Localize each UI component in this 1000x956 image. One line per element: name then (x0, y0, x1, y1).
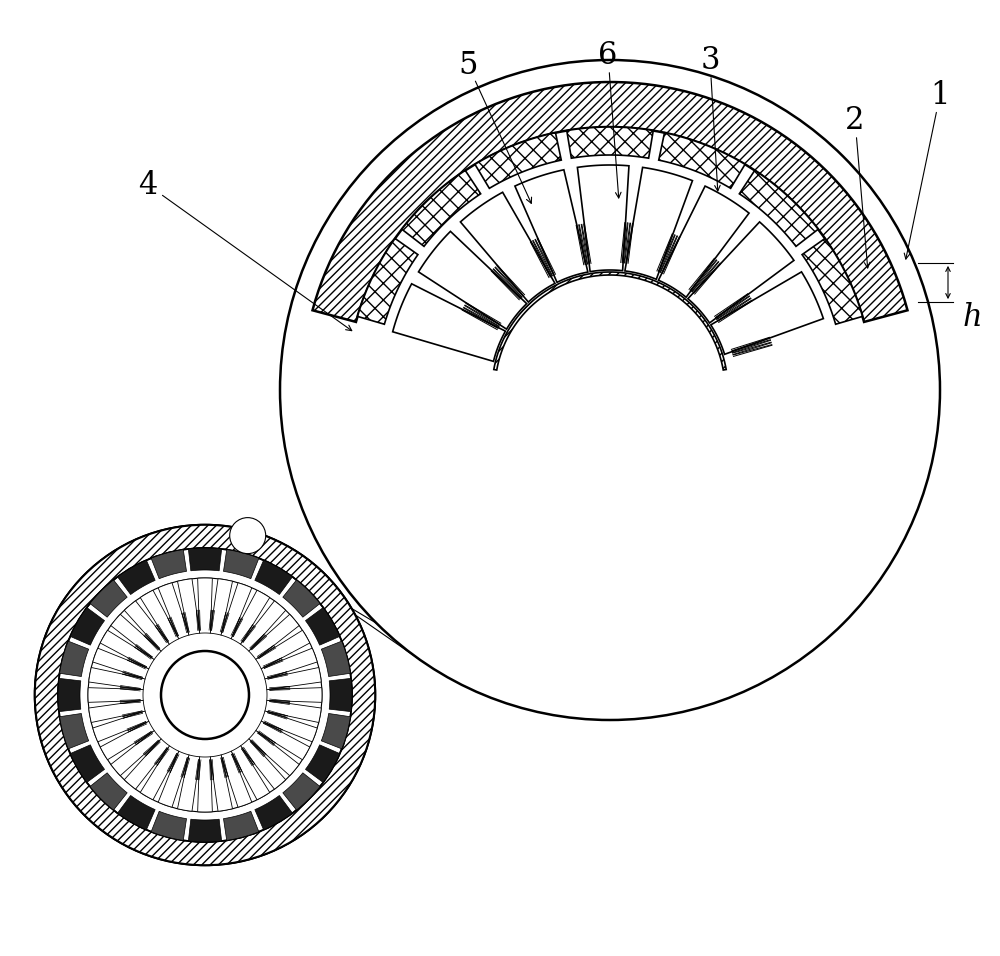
Polygon shape (231, 746, 270, 800)
Polygon shape (402, 170, 481, 247)
Polygon shape (88, 687, 143, 703)
Polygon shape (267, 687, 322, 703)
Polygon shape (256, 721, 310, 760)
Text: 5: 5 (458, 50, 478, 80)
Polygon shape (625, 167, 692, 279)
Polygon shape (89, 667, 145, 689)
Polygon shape (475, 133, 561, 188)
Polygon shape (70, 608, 105, 645)
Polygon shape (100, 721, 154, 760)
Polygon shape (158, 751, 189, 807)
Polygon shape (418, 231, 527, 329)
Circle shape (35, 525, 375, 865)
Polygon shape (221, 751, 252, 807)
Polygon shape (249, 615, 299, 660)
Polygon shape (255, 560, 292, 595)
Polygon shape (58, 679, 81, 711)
Polygon shape (231, 590, 270, 644)
Polygon shape (111, 615, 161, 660)
Polygon shape (249, 730, 299, 775)
Polygon shape (265, 701, 321, 723)
Polygon shape (89, 701, 145, 723)
Text: 1: 1 (930, 79, 950, 111)
Polygon shape (198, 757, 212, 812)
Polygon shape (265, 667, 321, 689)
Polygon shape (305, 608, 340, 645)
Polygon shape (198, 578, 212, 633)
Polygon shape (93, 648, 149, 679)
Polygon shape (261, 648, 317, 679)
Polygon shape (802, 238, 862, 324)
Polygon shape (151, 550, 187, 578)
Polygon shape (240, 600, 286, 651)
Text: 2: 2 (845, 104, 865, 136)
Polygon shape (221, 583, 252, 639)
Polygon shape (140, 746, 179, 800)
Text: 3: 3 (700, 45, 720, 76)
Polygon shape (188, 548, 222, 571)
Polygon shape (60, 713, 89, 749)
Polygon shape (177, 755, 200, 812)
Polygon shape (567, 127, 653, 158)
Polygon shape (70, 745, 105, 782)
Polygon shape (151, 812, 187, 840)
Polygon shape (124, 739, 170, 789)
Polygon shape (460, 192, 555, 302)
Polygon shape (223, 812, 259, 840)
Polygon shape (577, 165, 629, 272)
Polygon shape (312, 82, 908, 322)
Polygon shape (255, 795, 292, 830)
Polygon shape (60, 641, 89, 677)
Polygon shape (659, 133, 745, 188)
Text: h: h (963, 302, 983, 334)
Polygon shape (739, 170, 818, 247)
Polygon shape (210, 755, 233, 812)
Polygon shape (90, 580, 127, 618)
Polygon shape (188, 819, 222, 842)
Circle shape (230, 517, 266, 554)
Polygon shape (688, 222, 794, 323)
Polygon shape (100, 630, 154, 669)
Polygon shape (118, 560, 155, 595)
Polygon shape (256, 630, 310, 669)
Polygon shape (658, 186, 749, 297)
Polygon shape (261, 711, 317, 742)
Text: 4: 4 (138, 169, 158, 201)
Polygon shape (177, 578, 200, 635)
Polygon shape (223, 550, 259, 578)
Polygon shape (158, 583, 189, 639)
Polygon shape (321, 713, 350, 749)
Polygon shape (240, 739, 286, 789)
Polygon shape (515, 170, 588, 282)
Polygon shape (111, 730, 161, 775)
Polygon shape (210, 578, 233, 635)
Polygon shape (329, 679, 352, 711)
Polygon shape (90, 772, 127, 810)
Polygon shape (140, 590, 179, 644)
Polygon shape (711, 272, 823, 355)
Text: 6: 6 (598, 39, 618, 71)
Polygon shape (321, 641, 350, 677)
Polygon shape (494, 272, 726, 370)
Polygon shape (283, 772, 320, 810)
Circle shape (161, 651, 249, 739)
Polygon shape (118, 795, 155, 830)
Polygon shape (283, 580, 320, 618)
Polygon shape (305, 745, 340, 782)
Polygon shape (124, 600, 170, 651)
Polygon shape (93, 711, 149, 742)
Polygon shape (358, 238, 418, 324)
Polygon shape (393, 284, 505, 361)
